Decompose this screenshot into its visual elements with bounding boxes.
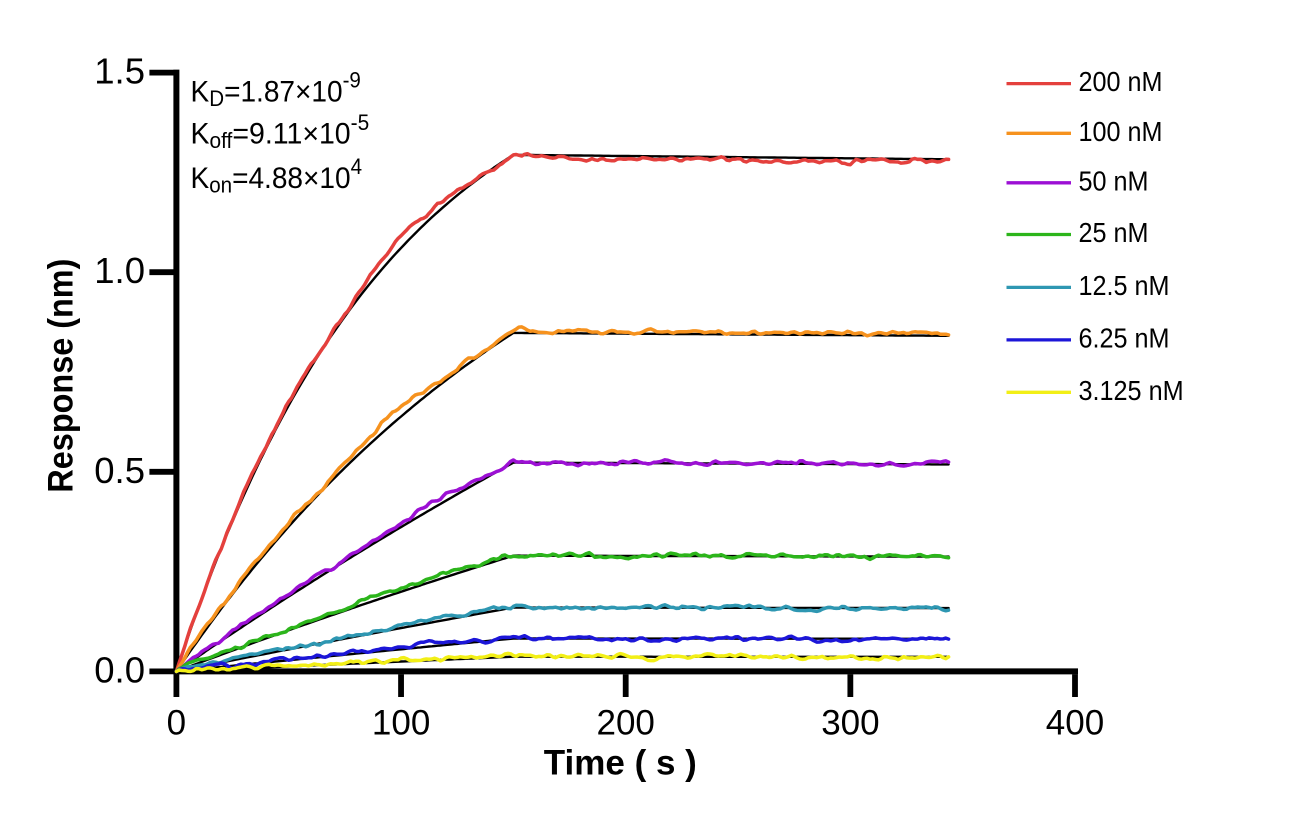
svg-text:1.5: 1.5	[94, 51, 145, 92]
svg-text:3.125 nM: 3.125 nM	[1079, 375, 1184, 406]
svg-text:KD=1.87×10-9: KD=1.87×10-9	[191, 68, 361, 111]
svg-text:200 nM: 200 nM	[1079, 66, 1163, 97]
svg-text:12.5 nM: 12.5 nM	[1079, 270, 1170, 301]
svg-text:25 nM: 25 nM	[1079, 217, 1149, 248]
svg-text:0.5: 0.5	[94, 450, 145, 491]
svg-text:6.25 nM: 6.25 nM	[1079, 322, 1170, 353]
svg-text:0.0: 0.0	[94, 649, 145, 690]
svg-text:200: 200	[596, 704, 654, 743]
svg-text:300: 300	[821, 704, 879, 743]
svg-text:400: 400	[1046, 704, 1104, 743]
svg-text:Koff=9.11×10-5: Koff=9.11×10-5	[191, 110, 370, 153]
svg-text:Response (nm): Response (nm)	[42, 259, 81, 493]
svg-text:Time ( s ): Time ( s )	[544, 743, 697, 782]
svg-text:1.0: 1.0	[94, 250, 145, 291]
svg-text:50 nM: 50 nM	[1079, 165, 1149, 196]
svg-text:100: 100	[372, 704, 430, 743]
svg-text:100 nM: 100 nM	[1079, 116, 1163, 147]
svg-text:0: 0	[167, 704, 186, 743]
